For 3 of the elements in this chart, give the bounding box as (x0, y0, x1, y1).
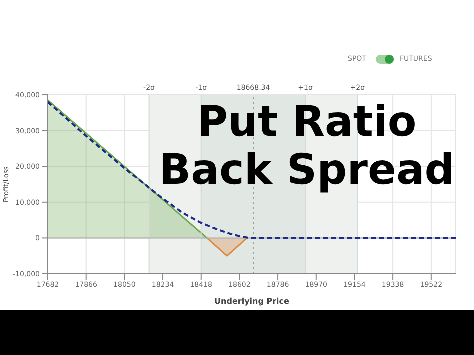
line-series (48, 101, 456, 240)
x-axis-title: Underlying Price (214, 297, 290, 306)
annotation: Put Ratio Back Spread (158, 97, 456, 194)
